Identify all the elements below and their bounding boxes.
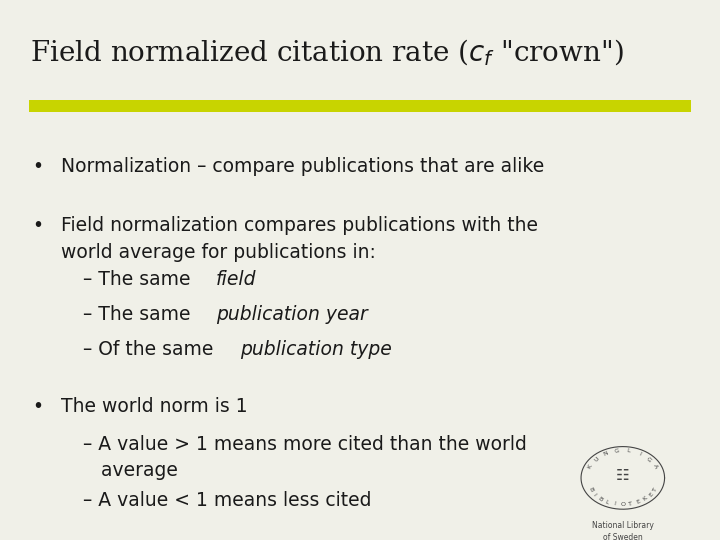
Text: – The same: – The same: [83, 305, 197, 324]
Text: T: T: [652, 487, 659, 492]
Text: field: field: [216, 270, 256, 289]
Text: I: I: [613, 502, 616, 507]
Text: L: L: [626, 449, 631, 454]
Text: E: E: [648, 491, 654, 497]
Text: L: L: [604, 499, 610, 505]
Text: – The same: – The same: [83, 270, 197, 289]
Text: – A value < 1 means less cited: – A value < 1 means less cited: [83, 491, 372, 510]
Text: •: •: [32, 397, 43, 416]
Text: G: G: [614, 448, 620, 454]
Text: N: N: [603, 451, 609, 457]
Text: •: •: [32, 216, 43, 235]
Text: B: B: [597, 496, 603, 502]
Text: The world norm is 1: The world norm is 1: [61, 397, 248, 416]
Text: T: T: [629, 501, 634, 507]
Text: O: O: [621, 502, 625, 508]
Bar: [29, 100, 691, 112]
Text: Field normalization compares publications with the
world average for publication: Field normalization compares publication…: [61, 216, 539, 261]
Text: ☷: ☷: [616, 468, 629, 483]
Text: Field normalized citation rate ($c_f$ "crown"): Field normalized citation rate ($c_f$ "c…: [30, 38, 624, 69]
Text: – Of the same: – Of the same: [83, 340, 219, 359]
Text: K: K: [587, 463, 593, 469]
Text: B: B: [587, 487, 593, 492]
Text: I: I: [592, 492, 597, 497]
Text: – A value > 1 means more cited than the world
   average: – A value > 1 means more cited than the …: [83, 435, 526, 480]
Text: National Library
of Sweden: National Library of Sweden: [592, 521, 654, 540]
Text: publication type: publication type: [240, 340, 392, 359]
Text: U: U: [593, 456, 600, 463]
Text: A: A: [652, 463, 659, 469]
Text: Normalization – compare publications that are alike: Normalization – compare publications tha…: [61, 157, 544, 176]
Text: K: K: [642, 496, 649, 502]
Text: publication year: publication year: [216, 305, 368, 324]
Text: •: •: [32, 157, 43, 176]
Text: I: I: [638, 451, 642, 457]
Text: G: G: [645, 456, 652, 463]
Text: E: E: [636, 499, 642, 505]
